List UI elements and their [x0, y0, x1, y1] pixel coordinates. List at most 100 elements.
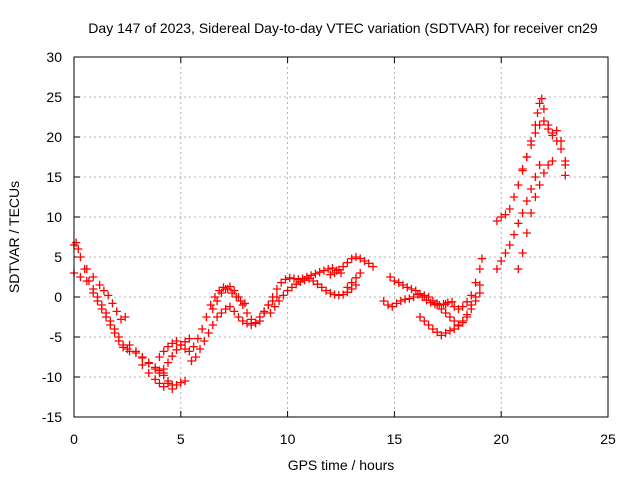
y-tick-label: 5	[54, 249, 62, 265]
data-point	[505, 204, 514, 214]
data-point	[531, 192, 540, 202]
data-point	[400, 295, 410, 304]
data-point	[328, 264, 337, 273]
data-point	[176, 340, 185, 350]
series-track-q	[492, 116, 570, 226]
data-point	[539, 168, 549, 178]
plot-frame	[73, 56, 609, 418]
y-tick-label: 0	[54, 289, 62, 305]
series-track-j	[266, 274, 361, 318]
data-point	[272, 284, 282, 294]
data-point	[144, 368, 153, 378]
data-point	[114, 332, 124, 342]
data-point	[343, 258, 352, 267]
data-points	[69, 94, 570, 394]
data-point	[356, 254, 365, 263]
chart-title: Day 147 of 2023, Sidereal Day-to-day VTE…	[88, 20, 598, 36]
data-point	[477, 254, 487, 263]
data-point	[539, 116, 549, 126]
data-point	[379, 296, 388, 306]
x-tick-label: 20	[493, 431, 509, 447]
data-point	[535, 99, 544, 108]
data-point	[330, 268, 339, 278]
data-point	[450, 316, 459, 326]
data-point	[462, 310, 472, 319]
y-tick-label: 10	[46, 209, 62, 225]
data-point	[383, 300, 393, 310]
data-point	[445, 312, 455, 322]
data-point	[230, 286, 239, 295]
data-point	[242, 319, 252, 328]
data-point	[163, 379, 173, 388]
data-point	[445, 326, 455, 335]
data-point	[509, 230, 519, 239]
data-point	[97, 300, 106, 310]
data-point	[548, 128, 557, 138]
axis-ticks	[73, 56, 609, 418]
data-point	[155, 366, 164, 375]
data-point	[138, 352, 147, 362]
data-point	[238, 300, 247, 310]
data-point	[514, 219, 523, 228]
y-tick-label: -5	[50, 329, 63, 345]
data-point	[247, 315, 256, 324]
data-point	[548, 156, 557, 166]
y-axis-label: SDTVAR / TECUs	[6, 181, 22, 293]
x-tick-label: 25	[600, 431, 616, 447]
x-tick-label: 5	[177, 431, 185, 447]
data-point	[155, 352, 164, 362]
x-axis-label: GPS time / hours	[288, 457, 395, 473]
data-point	[172, 380, 181, 390]
data-point	[255, 316, 264, 326]
data-point	[93, 292, 102, 302]
data-point	[458, 316, 467, 326]
data-point	[424, 320, 433, 330]
data-point	[285, 273, 294, 282]
data-point	[193, 334, 203, 343]
data-point	[163, 342, 173, 351]
data-point	[385, 272, 395, 282]
data-point	[535, 180, 544, 190]
data-point	[168, 339, 177, 348]
data-point	[315, 268, 324, 277]
data-point	[202, 312, 211, 322]
data-point	[522, 228, 531, 238]
data-point	[287, 283, 297, 292]
data-point	[447, 297, 457, 306]
data-point	[198, 324, 207, 334]
data-point	[234, 292, 243, 302]
data-point	[277, 278, 286, 287]
data-point	[230, 307, 239, 316]
data-point	[289, 274, 299, 283]
series-track-m	[385, 272, 484, 330]
data-point	[221, 304, 230, 314]
data-point	[338, 290, 348, 299]
data-point	[317, 283, 326, 292]
data-point	[189, 342, 198, 351]
y-tick-label: -10	[42, 369, 62, 385]
data-point	[74, 244, 83, 254]
data-point	[441, 308, 450, 318]
data-point	[131, 347, 141, 356]
data-point	[168, 384, 177, 394]
data-point	[326, 270, 335, 279]
data-point	[217, 308, 226, 318]
data-point	[420, 316, 429, 326]
data-point	[415, 312, 425, 322]
data-point	[343, 283, 352, 292]
data-point	[159, 347, 168, 356]
data-point	[324, 264, 333, 274]
data-point	[321, 286, 331, 295]
data-point	[82, 264, 91, 274]
data-point	[467, 291, 476, 300]
data-point	[492, 264, 502, 274]
y-tick-label: 20	[46, 129, 62, 145]
data-point	[509, 192, 519, 202]
series-track-e	[138, 360, 168, 391]
data-point	[108, 299, 117, 308]
data-point	[526, 184, 536, 194]
data-point	[462, 297, 472, 306]
data-point	[505, 240, 514, 250]
data-point	[268, 292, 277, 302]
x-tick-label: 10	[280, 431, 296, 447]
